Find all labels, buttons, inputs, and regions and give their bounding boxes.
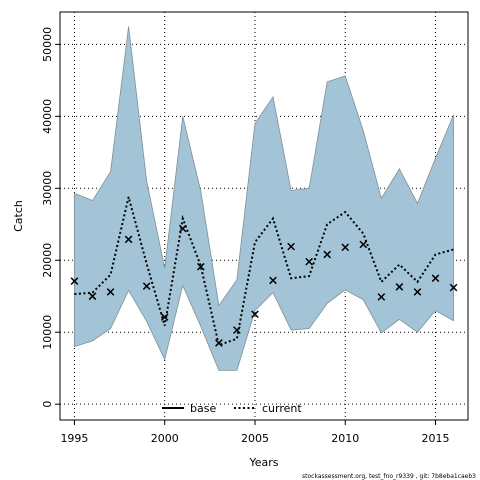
y-tick-label-0: 0 bbox=[41, 401, 54, 408]
base-point-stroke bbox=[395, 283, 404, 291]
y-tick-label-30000: 30000 bbox=[41, 171, 54, 206]
y-tick-label-50000: 50000 bbox=[41, 27, 54, 62]
base-series bbox=[70, 224, 458, 347]
base-point-stroke bbox=[323, 250, 332, 259]
base-point-stroke bbox=[287, 242, 295, 251]
base-point-2015 bbox=[431, 274, 440, 283]
base-point-stroke bbox=[124, 235, 133, 244]
base-point-2010 bbox=[341, 243, 350, 252]
base-point-stroke bbox=[233, 326, 241, 334]
base-point-stroke bbox=[196, 262, 205, 271]
base-point-stroke bbox=[269, 276, 277, 285]
base-point-stroke bbox=[413, 288, 422, 296]
base-point-stroke bbox=[88, 292, 97, 301]
current-series bbox=[74, 196, 454, 347]
base-point-2009 bbox=[323, 250, 332, 259]
base-point-stroke bbox=[377, 293, 386, 301]
y-axis-label: Catch bbox=[12, 200, 25, 232]
x-tick-label-1995: 1995 bbox=[60, 432, 88, 445]
base-point-1998 bbox=[124, 235, 133, 244]
base-point-stroke bbox=[431, 274, 440, 283]
base-point-2007 bbox=[287, 242, 295, 251]
base-point-2008 bbox=[305, 257, 313, 266]
base-point-2016 bbox=[449, 283, 458, 292]
base-point-2012 bbox=[377, 293, 386, 301]
base-point-stroke bbox=[341, 243, 350, 252]
base-point-stroke bbox=[70, 277, 79, 285]
base-point-1996 bbox=[88, 292, 97, 301]
base-point-2003 bbox=[215, 339, 223, 347]
base-point-stroke bbox=[359, 240, 368, 249]
footer-note: stockassessment.org, test_fno_r9339 , gi… bbox=[302, 473, 476, 480]
y-tick-label-20000: 20000 bbox=[41, 243, 54, 278]
legend: base current bbox=[162, 402, 302, 415]
legend-label-base: base bbox=[190, 402, 216, 415]
base-point-stroke bbox=[178, 224, 187, 233]
base-point-1999 bbox=[142, 282, 151, 290]
base-point-stroke bbox=[251, 310, 259, 319]
base-point-2014 bbox=[413, 288, 422, 296]
confidence-band-area bbox=[74, 26, 454, 371]
legend-label-current: current bbox=[262, 402, 302, 415]
x-tick-label-2000: 2000 bbox=[151, 432, 179, 445]
x-tick-label-2005: 2005 bbox=[241, 432, 269, 445]
y-axis: 0 10000 20000 30000 40000 50000 bbox=[41, 27, 60, 408]
base-point-2002 bbox=[196, 262, 205, 271]
x-axis: 1995 2000 2005 2010 2015 bbox=[60, 420, 450, 445]
base-point-stroke bbox=[160, 313, 169, 321]
y-tick-label-10000: 10000 bbox=[41, 315, 54, 350]
base-point-2001 bbox=[178, 224, 187, 233]
base-point-stroke bbox=[449, 283, 458, 292]
base-point-2011 bbox=[359, 240, 368, 249]
x-tick-label-2010: 2010 bbox=[331, 432, 359, 445]
confidence-band bbox=[74, 26, 454, 371]
base-point-2006 bbox=[269, 276, 277, 285]
base-point-stroke bbox=[305, 257, 313, 266]
base-point-1995 bbox=[70, 277, 79, 285]
x-axis-label: Years bbox=[248, 456, 278, 469]
base-point-1997 bbox=[106, 288, 115, 296]
base-point-2005 bbox=[251, 310, 259, 319]
base-point-2000 bbox=[160, 313, 169, 321]
base-point-2013 bbox=[395, 283, 404, 291]
y-tick-label-40000: 40000 bbox=[41, 99, 54, 134]
plot-frame bbox=[59, 11, 469, 421]
current-line bbox=[74, 196, 454, 347]
base-point-stroke bbox=[142, 282, 151, 290]
base-point-stroke bbox=[215, 339, 223, 347]
x-tick-label-2015: 2015 bbox=[422, 432, 450, 445]
base-point-2004 bbox=[233, 326, 241, 334]
base-point-stroke bbox=[106, 288, 115, 296]
